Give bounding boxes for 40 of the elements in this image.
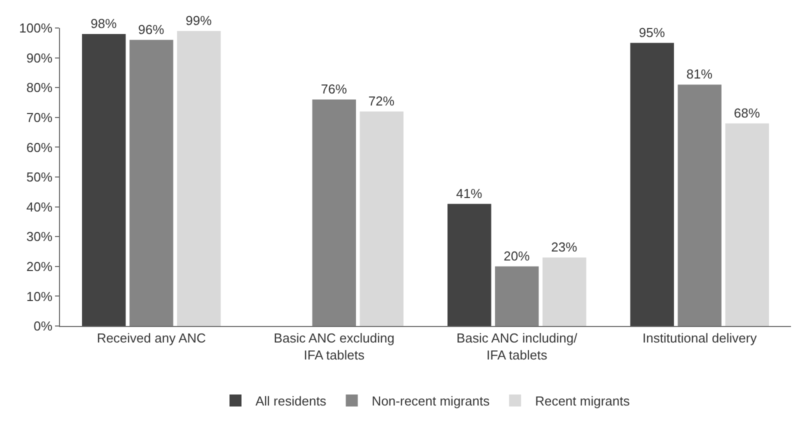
data-label: 81%: [686, 66, 713, 82]
x-tick-label: Institutional delivery: [642, 330, 758, 346]
bar: [448, 204, 492, 326]
bar: [312, 100, 356, 326]
bar: [678, 84, 722, 326]
y-tick-label: 90%: [26, 50, 53, 66]
legend-label: Non-recent migrants: [372, 394, 490, 409]
bar: [630, 42, 674, 326]
x-tick-label: Received any ANC: [96, 330, 206, 346]
x-tick-label: Basic ANC excluding IFA tablets: [274, 330, 394, 362]
data-label: 23%: [551, 239, 578, 254]
data-label: 96%: [138, 22, 165, 37]
data-label: 72%: [368, 93, 395, 108]
bar: [725, 123, 769, 326]
y-tick-label: 10%: [26, 288, 53, 304]
data-label: 41%: [456, 186, 483, 201]
y-tick-label: 50%: [26, 170, 53, 185]
x-tick-label: Basic ANC including/ IFA tablets: [456, 330, 578, 362]
data-label: 99%: [186, 12, 212, 28]
bar: [542, 257, 586, 326]
data-label: 68%: [734, 105, 760, 120]
y-tick-label: 20%: [26, 258, 53, 274]
y-tick-label: 60%: [26, 140, 53, 155]
bar: [82, 34, 126, 326]
y-tick-label: 70%: [26, 110, 53, 125]
data-label: 98%: [90, 16, 118, 31]
bar: [177, 30, 221, 326]
data-label: 20%: [504, 248, 530, 264]
legend-label: All residents: [256, 394, 327, 409]
legend-label: Recent migrants: [535, 394, 630, 409]
y-tick-label: 30%: [26, 229, 53, 244]
y-tick-label: 80%: [26, 80, 53, 96]
data-label: 76%: [320, 82, 348, 97]
bar: [130, 40, 174, 326]
y-tick-label: 0%: [34, 318, 53, 334]
bar: [495, 266, 539, 326]
y-tick-label: 100%: [19, 20, 53, 36]
y-tick-label: 40%: [26, 199, 53, 214]
data-label: 95%: [638, 24, 666, 40]
bar: [360, 111, 404, 326]
